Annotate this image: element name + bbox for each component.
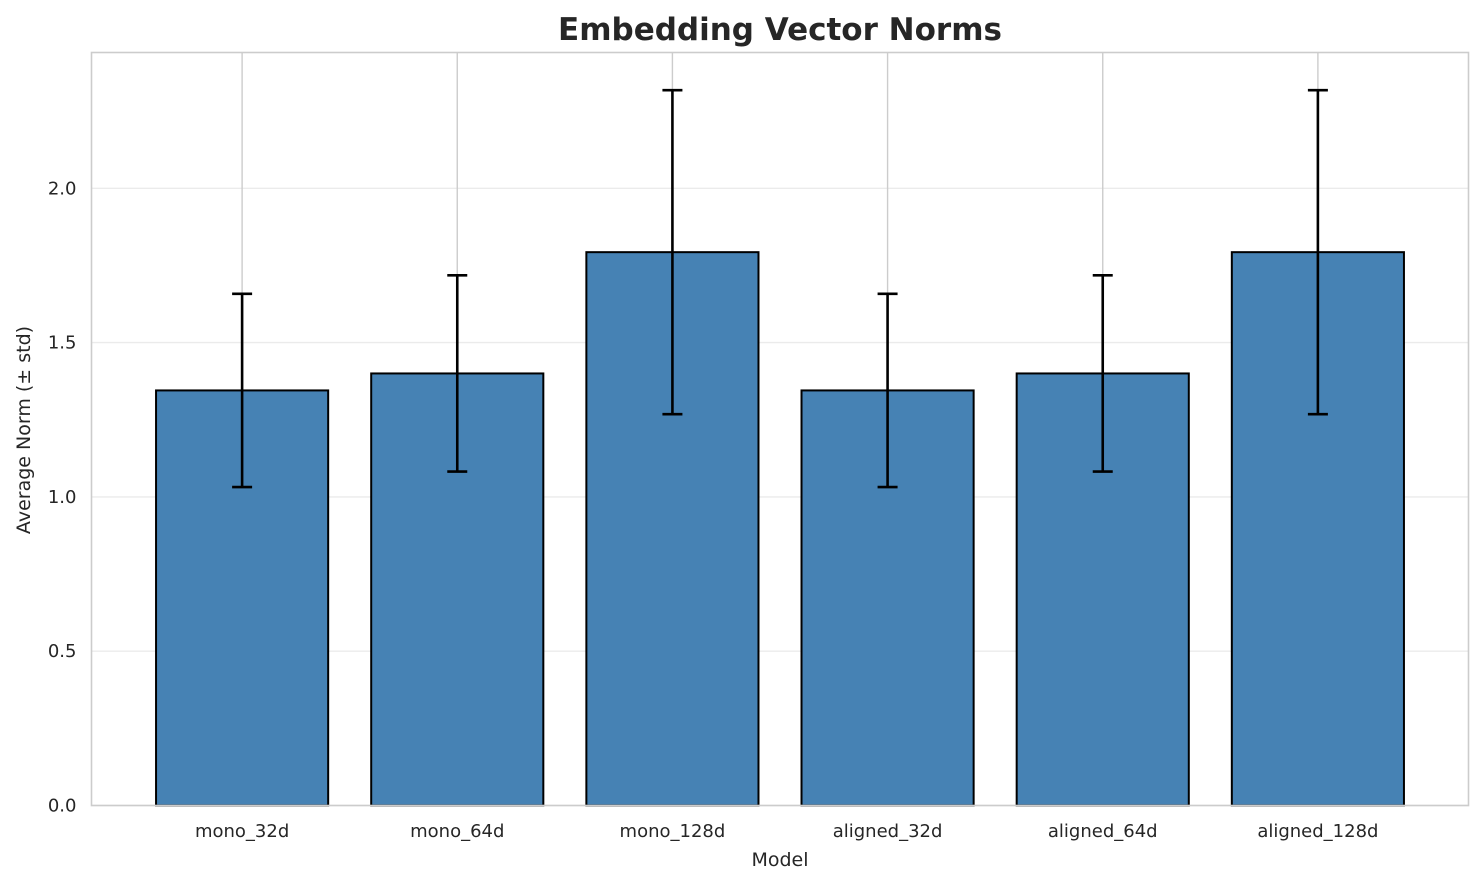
x-tick-label: mono_64d	[410, 821, 504, 842]
y-tick-label: 2.0	[48, 178, 77, 199]
error-bar-mono_128d	[662, 88, 683, 416]
bar-layer	[155, 251, 1405, 807]
x-axis-label: Model	[751, 849, 808, 871]
error-bar-aligned_32d	[877, 292, 898, 489]
y-tick-label: 1.0	[48, 487, 77, 508]
y-tick-label: 0.5	[48, 641, 77, 662]
plot-frame	[90, 51, 1470, 807]
y-tick-label: 1.5	[48, 333, 77, 354]
y-tick-labels: 0.0 0.5 1.0 1.5 2.0	[48, 178, 77, 816]
x-tick-label: aligned_32d	[833, 821, 943, 842]
x-tick-label: aligned_128d	[1257, 821, 1378, 842]
x-tick-label: aligned_64d	[1048, 821, 1158, 842]
error-bar-layer	[232, 88, 1328, 489]
y-tick-label: 0.0	[48, 796, 77, 817]
x-tick-labels: mono_32d mono_64d mono_128d aligned_32d alig…	[195, 821, 1379, 842]
error-bar-aligned_128d	[1307, 88, 1328, 416]
error-bar-mono_64d	[447, 274, 468, 473]
chart-title: Embedding Vector Norms	[558, 12, 1002, 48]
x-tick-label: mono_128d	[620, 821, 726, 842]
error-bar-aligned_64d	[1092, 274, 1113, 473]
x-tick-label: mono_32d	[195, 821, 289, 842]
error-bar-mono_32d	[232, 292, 253, 489]
y-axis-label: Average Norm (± std)	[13, 326, 35, 534]
